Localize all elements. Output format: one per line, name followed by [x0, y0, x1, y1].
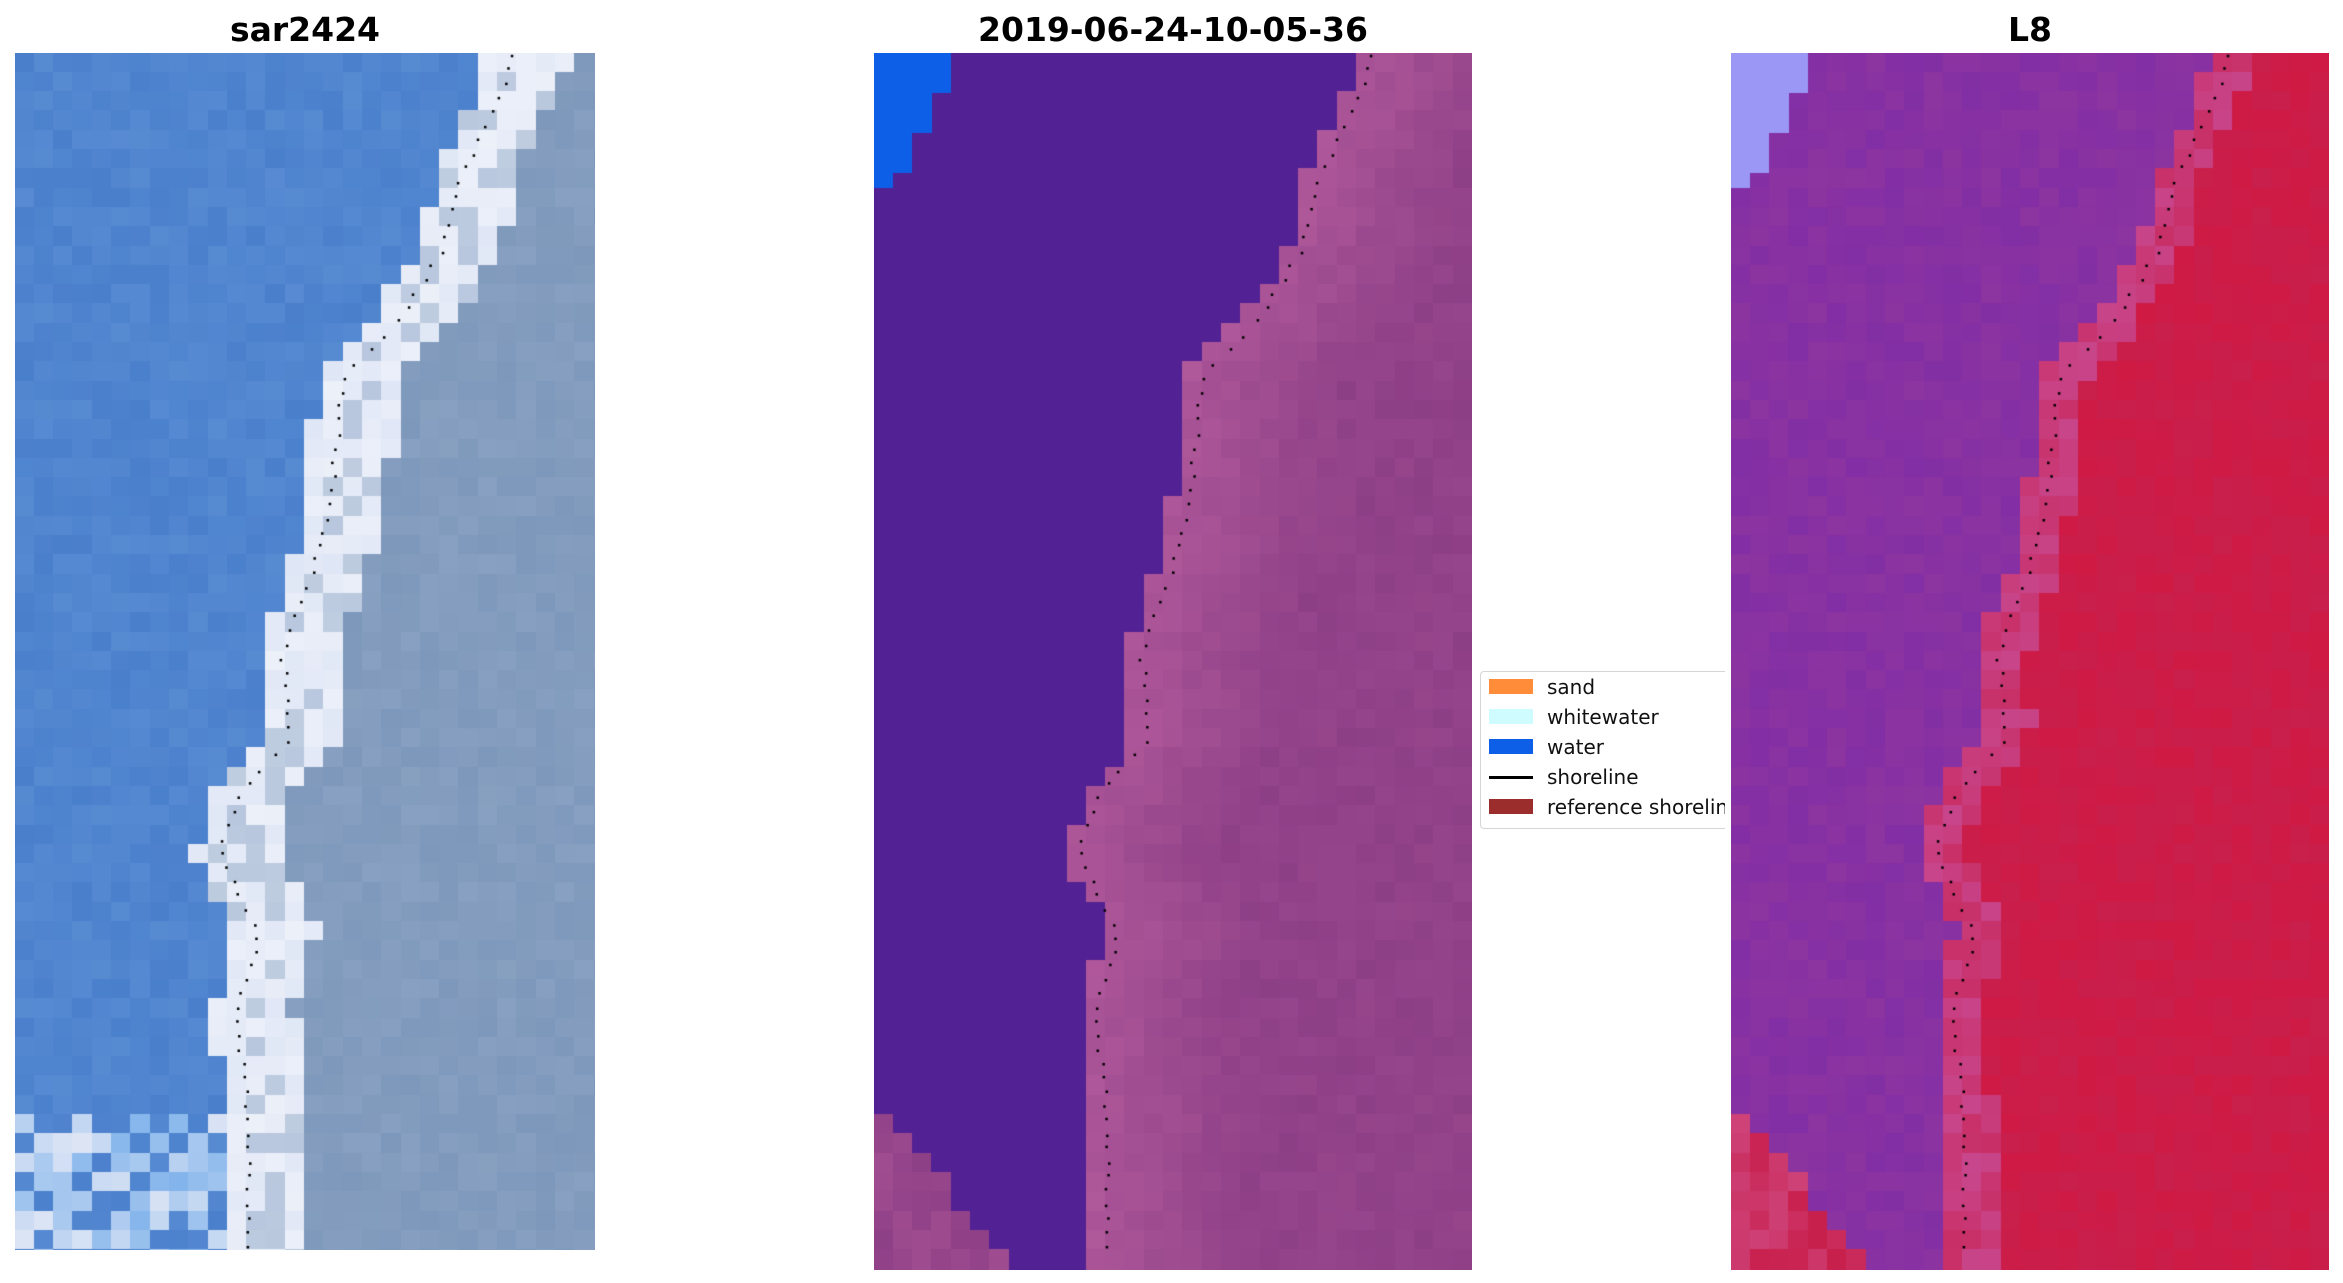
- reference-shoreline-swatch: [1489, 799, 1533, 814]
- index-image-panel: [1731, 53, 2329, 1270]
- title-panel-3: L8: [2008, 10, 2052, 49]
- classified-image-panel: [874, 53, 1472, 1270]
- legend-label: sand: [1547, 675, 1596, 699]
- legend-label: whitewater: [1547, 705, 1659, 729]
- shoreline-line-marker: [1489, 776, 1533, 779]
- legend-item-sand: sand: [1481, 672, 1725, 702]
- rgb-image: [15, 53, 595, 1250]
- classified-image: [874, 53, 1472, 1270]
- legend-item-reference-shoreline: reference shoreline: [1481, 792, 1725, 822]
- whitewater-swatch: [1489, 709, 1533, 724]
- legend-label: water: [1547, 735, 1604, 759]
- legend-item-water: water: [1481, 732, 1725, 762]
- legend-item-shoreline: shoreline: [1481, 762, 1725, 792]
- sand-swatch: [1489, 679, 1533, 694]
- rgb-image-panel: [15, 53, 595, 1250]
- legend: sand whitewater water shoreline referenc…: [1480, 671, 1725, 829]
- water-swatch: [1489, 739, 1533, 754]
- legend-label: reference shoreline: [1547, 795, 1725, 819]
- title-panel-1: sar2424: [229, 10, 381, 49]
- legend-label: shoreline: [1547, 765, 1639, 789]
- index-image: [1731, 53, 2329, 1270]
- legend-item-whitewater: whitewater: [1481, 702, 1725, 732]
- title-panel-2: 2019-06-24-10-05-36: [978, 10, 1368, 49]
